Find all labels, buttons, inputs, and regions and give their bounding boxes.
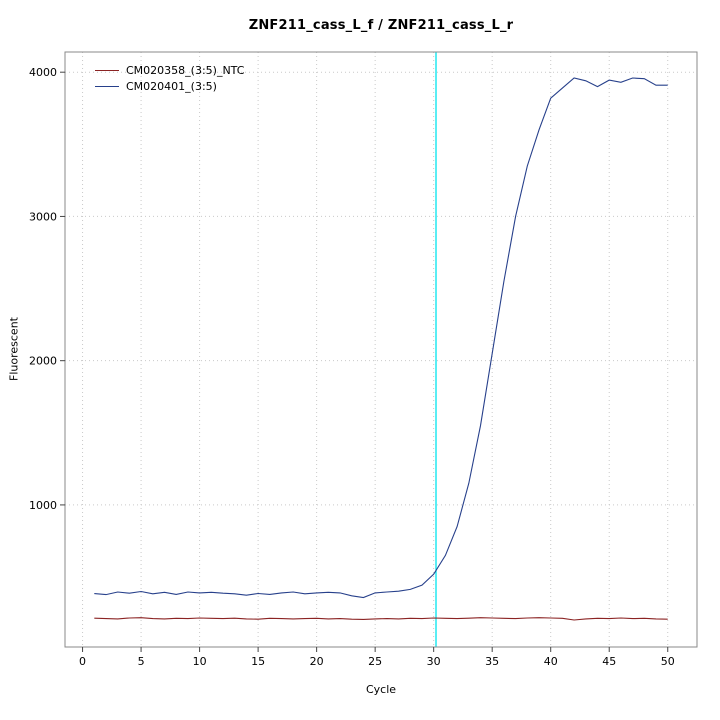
legend-item: CM020358_(3:5)_NTC [95, 64, 244, 77]
x-tick-label: 30 [427, 655, 441, 668]
series-line [94, 77, 668, 599]
x-tick-label: 25 [368, 655, 382, 668]
x-tick-label: 0 [79, 655, 86, 668]
series-line [94, 617, 668, 621]
legend-line-swatch [95, 70, 119, 71]
x-tick-label: 20 [310, 655, 324, 668]
plot-border [64, 51, 698, 648]
x-tick-label: 35 [485, 655, 499, 668]
y-tick-label: 3000 [29, 210, 57, 223]
x-tick-label: 10 [193, 655, 207, 668]
y-tick-label: 4000 [29, 66, 57, 79]
y-tick-label: 2000 [29, 355, 57, 368]
legend-item: CM020401_(3:5) [95, 80, 244, 93]
x-tick-label: 45 [602, 655, 616, 668]
x-tick-label: 15 [251, 655, 265, 668]
x-tick-label: 40 [544, 655, 558, 668]
y-axis-label: Fluorescent [7, 317, 21, 381]
legend-label: CM020358_(3:5)_NTC [126, 64, 245, 77]
legend: CM020358_(3:5)_NTC CM020401_(3:5) [95, 64, 244, 93]
x-tick-label: 50 [661, 655, 675, 668]
y-tick-label: 1000 [29, 499, 57, 512]
x-tick-label: 5 [138, 655, 145, 668]
legend-label: CM020401_(3:5) [126, 80, 217, 93]
legend-line-swatch [95, 86, 119, 87]
chart-title: ZNF211_cass_L_f / ZNF211_cass_L_r [248, 18, 514, 33]
x-axis-label: Cycle [365, 683, 397, 696]
